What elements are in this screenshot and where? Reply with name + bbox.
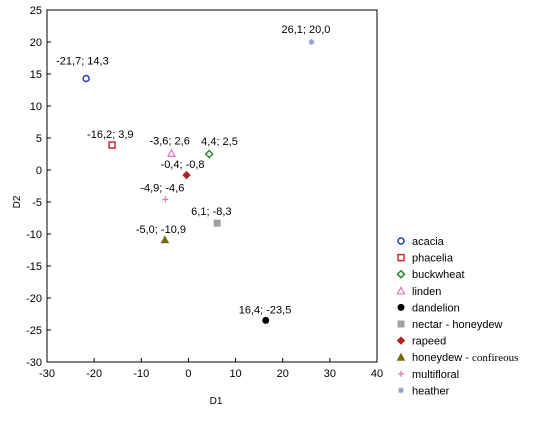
axis-ticks: -30 -20 -10 0 10 20 30 40 -30 -25 -20 -15 -10 -5 0 5 10 1… — [26, 5, 383, 380]
data-point — [262, 316, 270, 324]
data-point — [166, 148, 176, 157]
x-tick-label: 10 — [229, 368, 241, 380]
legend-item: nectar - honeydew — [397, 319, 503, 331]
legend-item: acacia — [397, 236, 445, 248]
legend-label: dandelion — [412, 302, 460, 314]
legend-item: dandelion — [397, 302, 460, 314]
legend-item: buckwheat — [396, 269, 465, 281]
legend-item: rapeed — [396, 336, 446, 348]
x-axis-label: D1 — [210, 396, 223, 407]
legend-marker — [397, 303, 405, 311]
legend-marker — [398, 370, 404, 377]
data-label: 26,1; 20,0 — [281, 24, 330, 36]
data-label: -5,0; -10,9 — [136, 224, 186, 236]
legend-label: heather — [412, 385, 450, 397]
legend-label: honeydew - confireous — [412, 352, 518, 364]
y-tick-label: 15 — [30, 69, 42, 81]
legend-marker — [396, 352, 406, 361]
x-tick-label: -20 — [86, 368, 102, 380]
x-tick-label: -30 — [39, 368, 55, 380]
data-label: -4,9; -4,6 — [140, 182, 184, 194]
data-label: -16,2; 3,9 — [87, 129, 133, 141]
legend-item: heather — [398, 385, 450, 397]
y-tick-label: 10 — [30, 101, 42, 113]
legend-marker — [396, 286, 406, 295]
legend-marker — [397, 237, 405, 245]
x-tick-label: -10 — [133, 368, 149, 380]
legend-marker — [397, 253, 405, 262]
legend-item: phacelia — [397, 253, 454, 265]
y-tick-label: 20 — [30, 37, 42, 49]
legend-label: buckwheat — [412, 269, 465, 281]
y-tick-label: -10 — [26, 229, 42, 241]
y-tick-label: -30 — [26, 357, 42, 369]
legend-item: linden — [396, 286, 441, 298]
data-point — [160, 235, 170, 244]
y-tick-label: -15 — [26, 261, 42, 273]
data-label: 6,1; -8,3 — [191, 206, 231, 218]
legend: acacia phacelia buckwheat linden dandelion ne… — [396, 236, 518, 397]
legend-marker — [397, 320, 405, 328]
x-tick-label: 0 — [185, 368, 191, 380]
data-point — [82, 74, 90, 83]
legend-label: acacia — [412, 236, 445, 248]
data-label: 4,4; 2,5 — [201, 136, 238, 148]
legend-item: multifloral — [398, 369, 459, 381]
data-label: -21,7; 14,3 — [56, 55, 109, 67]
data-points — [82, 39, 315, 324]
x-tick-label: 30 — [324, 368, 336, 380]
y-tick-label: -20 — [26, 293, 42, 305]
legend-label: rapeed — [412, 336, 446, 348]
data-point — [182, 170, 191, 180]
data-label: 16,4; -23,5 — [239, 304, 292, 316]
legend-label: phacelia — [412, 253, 454, 265]
legend-marker — [398, 387, 404, 394]
y-tick-label: -5 — [32, 197, 42, 209]
legend-item: honeydew - confireous — [396, 352, 518, 364]
plot-frame — [46, 9, 378, 363]
data-point — [108, 141, 116, 149]
y-tick-label: 25 — [30, 5, 42, 17]
legend-label: nectar - honeydew — [412, 319, 503, 331]
legend-marker — [396, 336, 406, 345]
y-axis-label: D2 — [12, 195, 23, 208]
y-tick-label: -25 — [26, 325, 42, 337]
y-tick-label: 5 — [36, 133, 42, 145]
data-point — [213, 219, 221, 227]
legend-label: multifloral — [412, 369, 459, 381]
x-tick-label: 40 — [371, 368, 383, 380]
legend-marker — [396, 269, 406, 279]
x-tick-label: 20 — [277, 368, 289, 380]
data-point — [204, 149, 214, 159]
y-tick-label: 0 — [36, 165, 42, 177]
data-point — [162, 196, 169, 203]
point-labels: -21,7; 14,3 -16,2; 3,9 4,4; 2,5 -3,6; 2,6 16… — [56, 24, 330, 316]
data-label: -3,6; 2,6 — [149, 135, 189, 147]
data-label: -0,4; -0,8 — [161, 159, 205, 171]
legend-label: linden — [412, 286, 441, 298]
data-point — [308, 39, 315, 45]
